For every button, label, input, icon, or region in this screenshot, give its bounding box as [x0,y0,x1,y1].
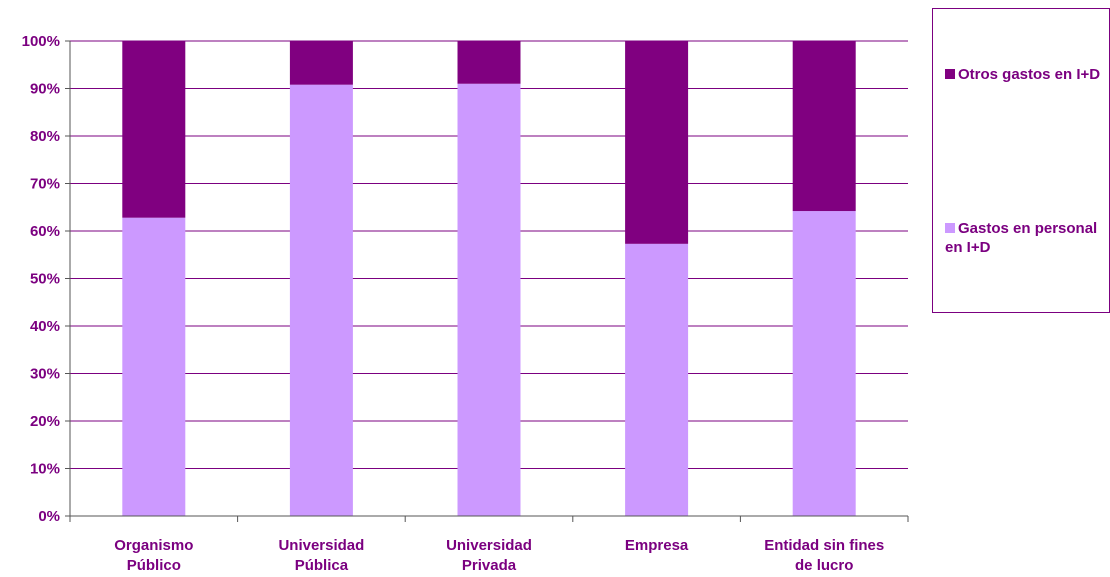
bar-segment-otros-gastos [457,41,521,84]
bar-segment-gastos-personal [122,217,186,516]
bar-segment-otros-gastos [792,41,856,212]
bar-segment-gastos-personal [792,211,856,517]
bar-segment-gastos-personal [289,84,353,516]
legend-item-gastos-personal: Gastos en personal en I+D [945,219,1110,257]
legend-item-otros-gastos: Otros gastos en I+D [945,65,1110,84]
y-tick-label: 30% [30,366,60,383]
legend: Otros gastos en I+D Gastos en personal e… [932,8,1110,313]
legend-label-gastos-personal: Gastos en personal en I+D [945,220,1098,256]
y-tick-label: 80% [30,128,60,145]
x-tick-label: Universidad Pública [278,537,364,574]
y-tick-label: 90% [30,81,60,98]
bar-segment-gastos-personal [625,243,689,516]
y-tick-label: 0% [38,508,60,525]
x-tick-label: Organismo Público [114,537,193,574]
bar-segment-gastos-personal [457,83,521,516]
legend-label-otros-gastos: Otros gastos en I+D [958,66,1101,83]
x-tick-label: Empresa [625,537,689,554]
y-tick-labels: 0% 10% 20% 30% 40% 50% 60% 70% 80% 90% 100% [22,33,60,525]
axes [65,40,909,522]
y-tick-label: 50% [30,271,60,288]
bar-segment-otros-gastos [122,41,186,218]
x-tick-label: Entidad sin fines de lucro [764,537,884,574]
x-tick-label: Universidad Privada [446,537,532,574]
y-tick-label: 40% [30,318,60,335]
x-tick-labels: Organismo Público Universidad Pública Univer… [114,537,884,574]
legend-swatch-otros-gastos [945,69,955,79]
legend-swatch-gastos-personal [945,223,955,233]
y-tick-label: 10% [30,461,60,478]
bar-segment-otros-gastos [289,41,353,85]
y-tick-label: 70% [30,176,60,193]
bars [122,41,856,517]
y-tick-label: 20% [30,413,60,430]
bar-segment-otros-gastos [625,41,689,244]
y-tick-label: 60% [30,223,60,240]
y-tick-label: 100% [22,33,60,50]
